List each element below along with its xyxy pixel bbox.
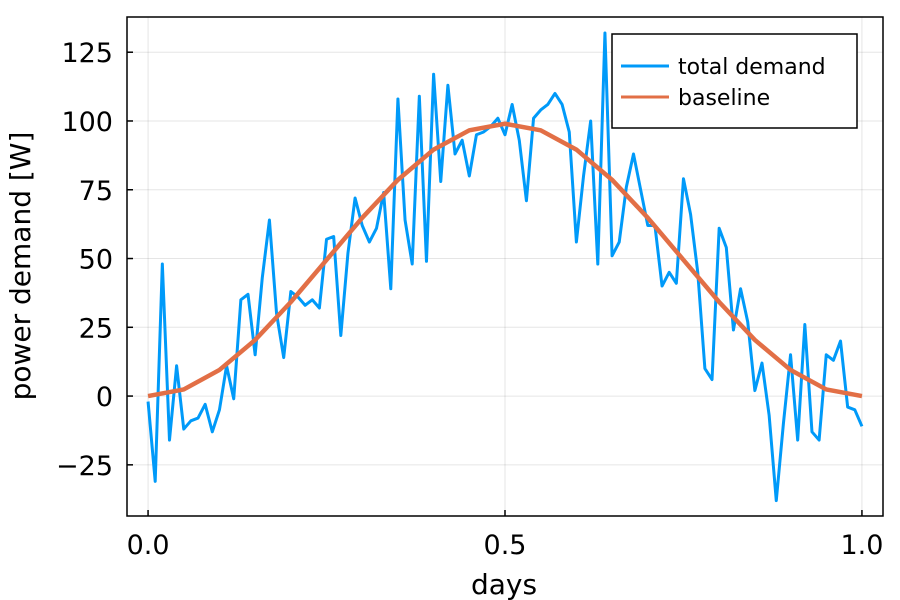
legend-label: total demand [678,55,826,80]
y-tick-label: 75 [79,176,113,207]
data-line [146,31,864,503]
y-axis-label: power demand [W] [4,132,37,401]
ticks: 0.0 0.5 1.0 −25 0 25 50 75 100 125 [56,38,883,561]
x-tick-label: 0.0 [127,530,170,561]
y-tick-label: 50 [79,245,113,276]
legend-box [611,33,858,129]
y-tick-label: 100 [61,107,113,138]
x-axis-label: days [471,568,537,600]
y-tick-label: 125 [61,38,113,69]
y-tick-label: −25 [56,451,113,482]
y-tick-label: 25 [79,313,113,344]
legend-label: baseline [678,86,770,111]
x-tick-label: 0.5 [484,530,527,561]
y-tick-label: 0 [96,382,113,413]
data-line [147,121,863,399]
legend: total demand baseline [611,33,858,129]
plot-lines [146,31,864,503]
x-tick-label: 1.0 [840,530,883,561]
